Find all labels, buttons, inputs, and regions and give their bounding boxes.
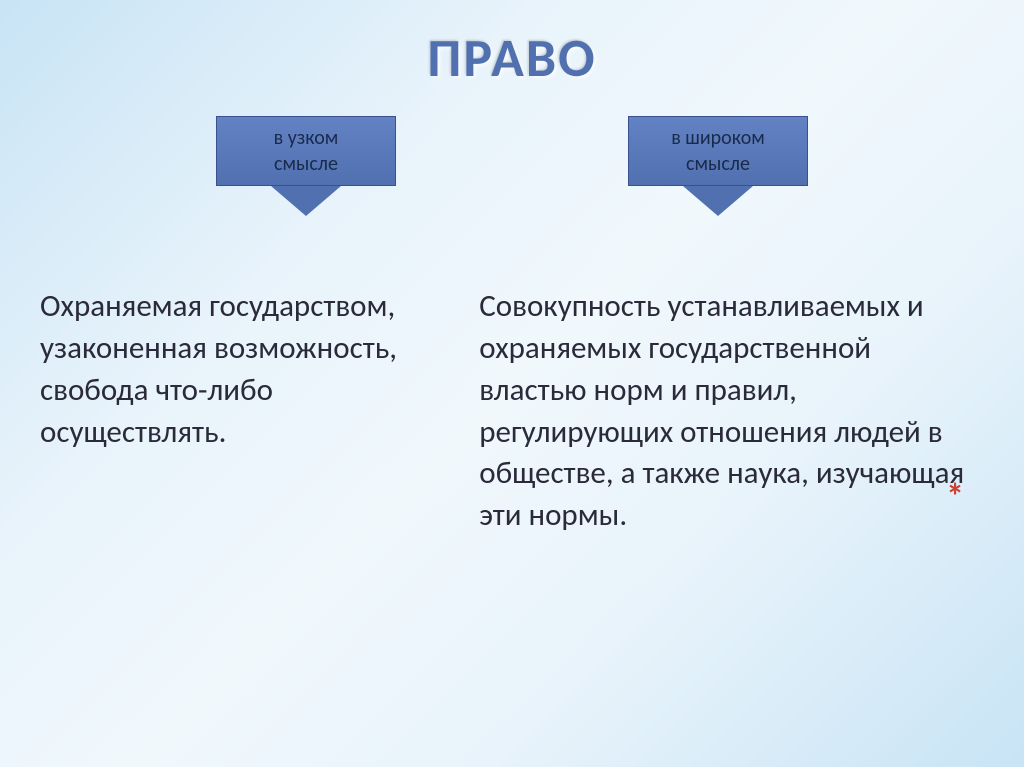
narrow-line1: в узком [229, 125, 383, 151]
narrow-definition: Охраняемая государством, узаконенная воз… [40, 286, 474, 537]
page-title: ПРАВО [0, 0, 1024, 91]
arrow-down-icon [683, 186, 753, 216]
narrow-line2: смысле [229, 151, 383, 177]
wide-arrow: в широком смысле [628, 116, 808, 216]
narrow-arrow-label: в узком смысле [216, 116, 396, 186]
asterisk-mark: * [946, 475, 964, 519]
arrows-row: в узком смысле в широком смысле [0, 116, 1024, 216]
wide-definition: Совокупность устанавливаемых и охраняемы… [474, 286, 984, 537]
wide-line2: смысле [637, 151, 799, 177]
arrow-down-icon [271, 186, 341, 216]
content-row: Охраняемая государством, узаконенная воз… [0, 286, 1024, 537]
narrow-arrow: в узком смысле [216, 116, 396, 216]
wide-line1: в широком [637, 125, 799, 151]
wide-arrow-label: в широком смысле [628, 116, 808, 186]
